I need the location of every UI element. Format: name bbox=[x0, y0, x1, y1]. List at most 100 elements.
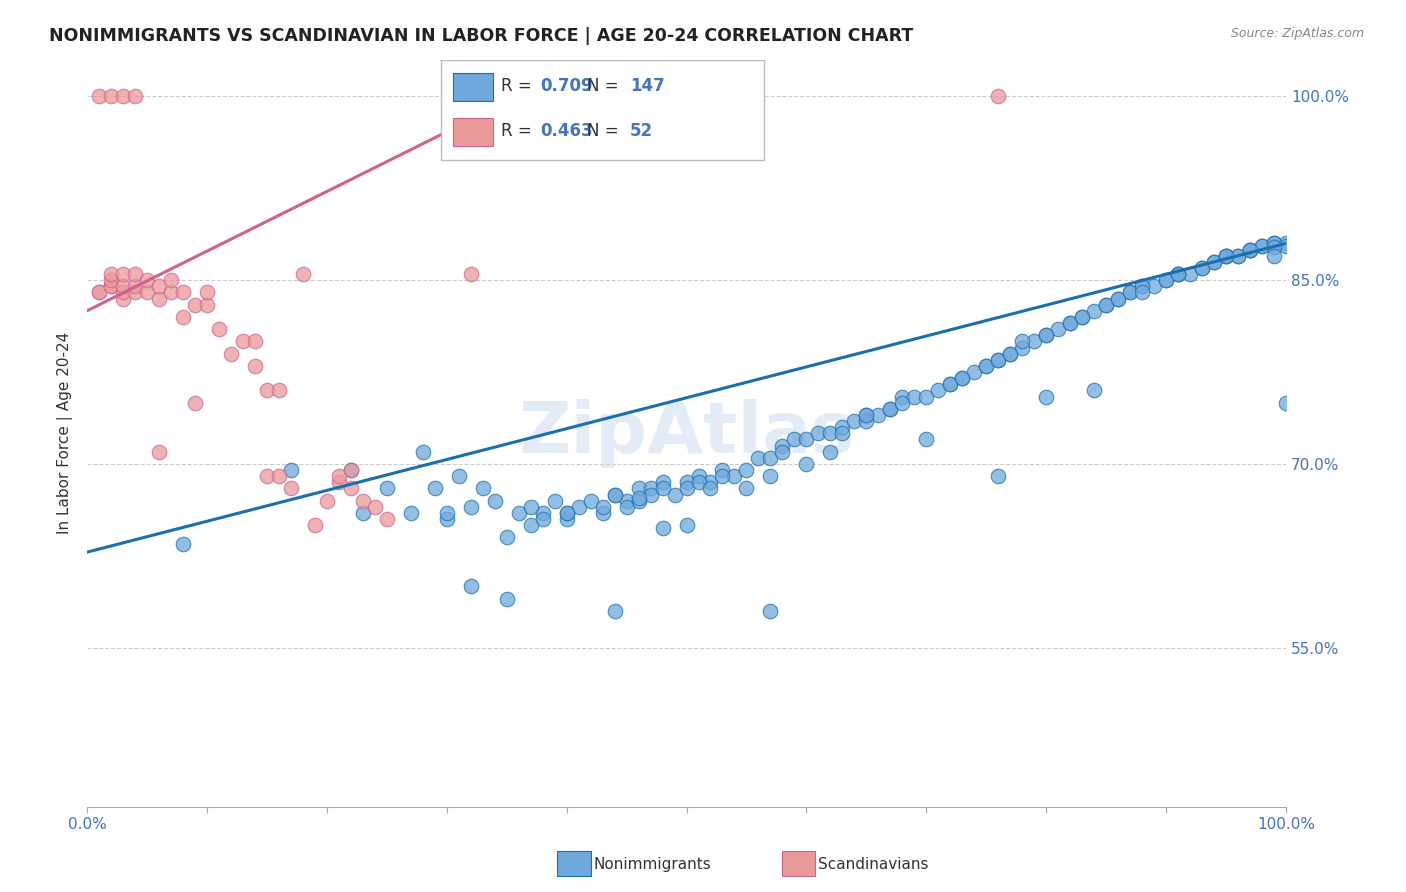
Point bbox=[1024, 334, 1046, 349]
Point bbox=[1215, 249, 1237, 263]
Point bbox=[1239, 243, 1261, 257]
Point bbox=[1202, 254, 1225, 268]
Text: NONIMMIGRANTS VS SCANDINAVIAN IN LABOR FORCE | AGE 20-24 CORRELATION CHART: NONIMMIGRANTS VS SCANDINAVIAN IN LABOR F… bbox=[49, 27, 914, 45]
Point bbox=[412, 444, 434, 458]
Point bbox=[340, 482, 363, 496]
Point bbox=[340, 463, 363, 477]
Point bbox=[1071, 310, 1094, 324]
Point bbox=[136, 273, 159, 287]
Point bbox=[304, 518, 326, 533]
Point bbox=[243, 359, 266, 373]
Point bbox=[783, 433, 806, 447]
Point bbox=[1059, 316, 1081, 330]
Point bbox=[256, 469, 278, 483]
Point bbox=[1263, 240, 1285, 254]
Point bbox=[543, 493, 565, 508]
Point bbox=[1227, 249, 1250, 263]
Point bbox=[1191, 260, 1213, 275]
Point bbox=[807, 426, 830, 441]
Point bbox=[1083, 303, 1105, 318]
Point bbox=[136, 285, 159, 300]
Point bbox=[1154, 273, 1177, 287]
FancyBboxPatch shape bbox=[453, 73, 494, 101]
Point bbox=[855, 414, 877, 428]
Point bbox=[675, 482, 697, 496]
Point bbox=[820, 444, 842, 458]
Point bbox=[100, 267, 122, 281]
Point bbox=[1107, 292, 1129, 306]
Point bbox=[1167, 267, 1189, 281]
Point bbox=[1119, 285, 1142, 300]
Point bbox=[328, 475, 350, 490]
Text: Source: ZipAtlas.com: Source: ZipAtlas.com bbox=[1230, 27, 1364, 40]
Point bbox=[531, 512, 554, 526]
Point bbox=[592, 506, 614, 520]
Point bbox=[447, 469, 470, 483]
Point bbox=[1191, 260, 1213, 275]
Point bbox=[124, 267, 146, 281]
Point bbox=[184, 395, 207, 409]
Point bbox=[460, 500, 482, 514]
Point bbox=[711, 469, 734, 483]
Point bbox=[1095, 298, 1118, 312]
Point bbox=[1000, 346, 1022, 360]
Point bbox=[651, 521, 673, 535]
Point bbox=[1251, 239, 1274, 253]
Point bbox=[352, 506, 374, 520]
Point bbox=[603, 487, 626, 501]
Point bbox=[987, 469, 1010, 483]
Point bbox=[891, 395, 914, 409]
Point bbox=[770, 444, 793, 458]
Point bbox=[820, 426, 842, 441]
Point bbox=[627, 482, 650, 496]
Point bbox=[651, 482, 673, 496]
Point bbox=[1167, 267, 1189, 281]
Point bbox=[616, 493, 638, 508]
Point bbox=[1239, 243, 1261, 257]
Point bbox=[675, 475, 697, 490]
Point bbox=[112, 267, 135, 281]
Point bbox=[879, 401, 901, 416]
Text: 0.709: 0.709 bbox=[540, 77, 593, 95]
Point bbox=[1263, 249, 1285, 263]
Point bbox=[627, 493, 650, 508]
Point bbox=[460, 579, 482, 593]
Point bbox=[555, 506, 578, 520]
Text: 147: 147 bbox=[630, 77, 665, 95]
Point bbox=[831, 420, 853, 434]
Point bbox=[616, 500, 638, 514]
Point bbox=[531, 506, 554, 520]
Text: ZipAtlas: ZipAtlas bbox=[519, 399, 855, 467]
Point bbox=[484, 493, 506, 508]
Point bbox=[124, 279, 146, 293]
Point bbox=[1239, 243, 1261, 257]
Point bbox=[651, 475, 673, 490]
Point bbox=[1167, 267, 1189, 281]
Point bbox=[112, 279, 135, 293]
FancyBboxPatch shape bbox=[440, 60, 765, 161]
Point bbox=[471, 482, 494, 496]
Point bbox=[1035, 328, 1057, 343]
Point bbox=[555, 506, 578, 520]
Text: Nonimmigrants: Nonimmigrants bbox=[593, 857, 711, 871]
Point bbox=[519, 500, 541, 514]
Point bbox=[747, 450, 769, 465]
Point bbox=[796, 433, 818, 447]
FancyBboxPatch shape bbox=[453, 118, 494, 145]
Point bbox=[759, 469, 782, 483]
Point bbox=[232, 334, 254, 349]
Text: N =: N = bbox=[588, 77, 624, 95]
Point bbox=[184, 298, 207, 312]
Point bbox=[939, 377, 962, 392]
Point bbox=[1095, 298, 1118, 312]
Point bbox=[735, 482, 758, 496]
Point bbox=[1227, 249, 1250, 263]
Point bbox=[219, 346, 242, 360]
Point bbox=[1275, 239, 1298, 253]
Point bbox=[603, 487, 626, 501]
Point bbox=[172, 310, 194, 324]
Point bbox=[87, 285, 110, 300]
Point bbox=[495, 531, 517, 545]
Point bbox=[195, 298, 218, 312]
Point bbox=[974, 359, 997, 373]
